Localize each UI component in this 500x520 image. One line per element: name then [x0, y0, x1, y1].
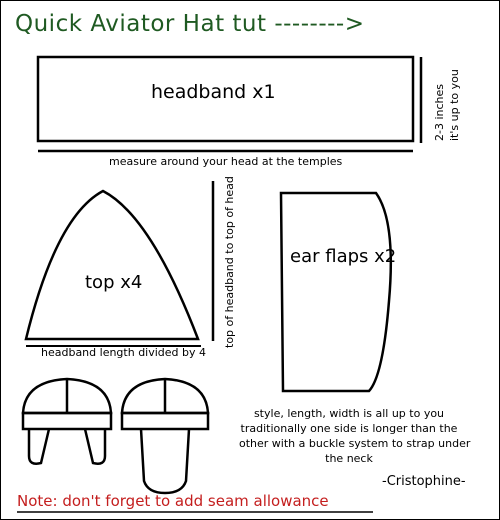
style-note: style, length, width is all up to you tr… — [239, 406, 471, 466]
page-title: Quick Aviator Hat tut --------> — [15, 11, 365, 37]
seam-allowance-note: Note: don't forget to add seam allowance — [17, 492, 329, 510]
headband-width-note-line1: 2-3 inches — [433, 83, 446, 141]
headband-width-note-line2: it's up to you — [448, 69, 461, 141]
headband-piece — [36, 55, 415, 143]
top-piece-label: top x4 — [85, 272, 143, 293]
assembled-hat-side — [120, 377, 210, 495]
ear-flaps-label: ear flaps x2 — [290, 246, 397, 267]
author-credit: -Cristophine- — [382, 474, 466, 489]
headband-measure-note: measure around your head at the temples — [109, 155, 343, 168]
headband-label: headband x1 — [151, 81, 276, 103]
top-width-note: headband length divided by 4 — [41, 346, 207, 359]
style-note-line: traditionally one side is longer than th… — [240, 422, 458, 435]
ear-flap-piece — [279, 191, 393, 393]
style-note-line: the neck — [325, 452, 373, 465]
style-note-line: other with a buckle system to strap unde… — [239, 437, 471, 450]
assembled-hat-front — [21, 377, 113, 465]
top-piece — [24, 189, 200, 341]
style-note-line: style, length, width is all up to you — [253, 407, 445, 420]
top-height-note: top of headband to top of head — [223, 176, 236, 348]
